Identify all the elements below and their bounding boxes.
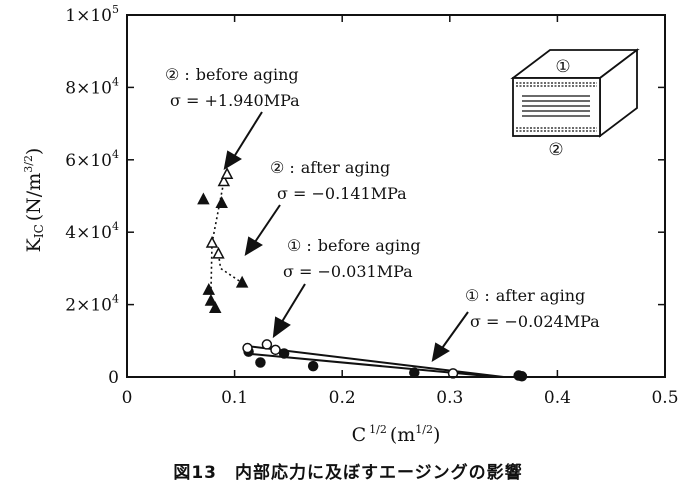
axis-ticks: 0 0.1 0.2 0.3 0.4 0.5 0 2×104 4×104 6×104 8×104 1×1… [65,3,678,408]
arrow-head [431,342,450,363]
y-tick-label: 2×104 [65,293,119,316]
svg-text:①:after aging: ①: after aging [465,286,585,305]
data-point-filled-triangle [197,192,210,205]
specimen-front-face [512,77,601,137]
data-point-filled-circle [255,357,266,368]
annotation-text: before aging [196,65,299,84]
inset-specimen-diagram [510,48,640,138]
annotation-2-before: ②: before aging σ = +1.940MPa [165,65,300,110]
data-point-open-circle [270,344,281,356]
data-point-filled-circle [278,348,290,359]
inset-label-top: ① [555,57,570,77]
dotted-connector [217,253,243,284]
data-point-open-triangle [205,235,219,248]
x-tick-label: 0 [122,388,133,408]
x-tick-label: 0.4 [544,388,571,408]
x-tick-label: 0.5 [651,388,678,408]
x-tick-label: 0.2 [329,388,356,408]
annotation-2-after: ②: after aging σ = −0.141MPa [270,158,407,203]
arrow-head [223,150,242,171]
figure-caption: 図13 内部応力に及ぼすエージングの影響 [173,463,523,483]
svg-text:②:after aging: ②: after aging [270,158,390,177]
hatched-layers [516,82,597,132]
annotation-text: after aging [301,158,391,177]
arrow [279,283,306,326]
y-tick-label: 1×105 [65,3,119,26]
data-point-open-circle [261,339,273,350]
y-tick-label: 8×104 [65,75,119,98]
annotation-number: ① [465,286,479,305]
svg-text:①:before aging: ①: before aging [287,236,421,255]
annotation-text: before aging [318,236,421,255]
data-point-filled-circle [307,360,319,372]
arrow [252,204,281,246]
arrow-head [272,316,291,339]
y-tick-label: 4×104 [65,220,119,243]
x-tick-label: 0.1 [221,388,248,408]
plot-frame [126,14,666,378]
y-tick-label: 0 [108,368,119,388]
data-point-filled-triangle [215,196,228,208]
y-tick-label: 6×104 [65,148,119,171]
data-point-filled-circle [409,367,420,378]
annotation-sigma: σ = −0.141MPa [277,184,407,203]
data-point-filled-triangle [202,283,216,295]
annotation-text: after aging [496,286,586,305]
annotation-sigma: σ = +1.940MPa [170,91,300,110]
arrow-head [244,236,263,257]
annotation-1-after: ①: after aging σ = −0.024MPa [465,286,600,331]
y-axis-label: KIC(N/m3/2) [22,148,46,253]
annotation-sigma: σ = −0.031MPa [283,262,413,281]
data-point-filled-triangle [204,293,218,306]
inset-label-bottom: ② [548,140,563,160]
data-point-filled-triangle [208,301,222,313]
annotation-1-before: ①: before aging σ = −0.031MPa [283,236,421,281]
annotation-number: ② [165,65,179,84]
data-marks [197,167,528,382]
data-point-open-circle [242,342,253,354]
data-point-open-triangle [212,246,225,259]
annotation-number: ② [270,158,284,177]
x-tick-label: 0.3 [436,388,463,408]
data-point-open-triangle [217,174,231,187]
svg-text:②:before aging: ②: before aging [165,65,299,84]
annotation-sigma: σ = −0.024MPa [470,312,600,331]
arrow [439,311,469,352]
annotation-number: ① [287,236,301,255]
arrow [231,111,263,161]
data-point-filled-triangle [235,275,249,288]
data-point-open-triangle [220,167,234,180]
x-axis-label: C 1/2 (m1/2) [352,423,441,446]
